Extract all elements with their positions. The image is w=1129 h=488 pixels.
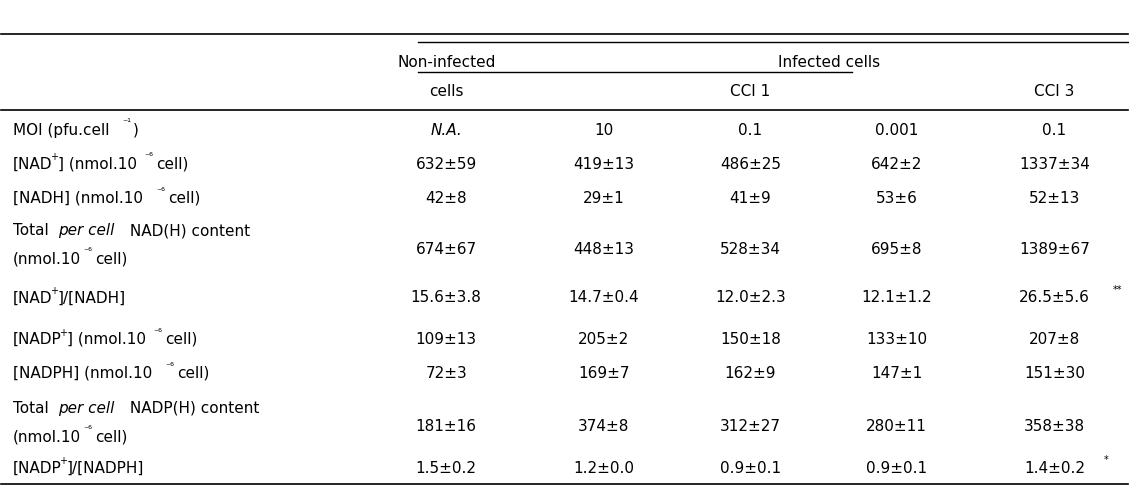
Text: +: + <box>50 285 58 296</box>
Text: ⁻⁶: ⁻⁶ <box>157 186 166 196</box>
Text: 0.9±0.1: 0.9±0.1 <box>720 460 781 475</box>
Text: 0.001: 0.001 <box>875 122 918 138</box>
Text: *: * <box>1104 454 1109 465</box>
Text: [NADPH] (nmol.10: [NADPH] (nmol.10 <box>12 365 152 380</box>
Text: 42±8: 42±8 <box>426 190 467 205</box>
Text: 10: 10 <box>594 122 613 138</box>
Text: 632±59: 632±59 <box>415 157 476 171</box>
Text: 486±25: 486±25 <box>720 157 781 171</box>
Text: 280±11: 280±11 <box>866 419 927 433</box>
Text: N.A.: N.A. <box>430 122 462 138</box>
Text: ]/[NADH]: ]/[NADH] <box>58 290 125 305</box>
Text: MOI (pfu.cell: MOI (pfu.cell <box>12 122 110 138</box>
Text: (nmol.10: (nmol.10 <box>12 428 81 443</box>
Text: 1.4±0.2: 1.4±0.2 <box>1024 460 1085 475</box>
Text: 41±9: 41±9 <box>729 190 771 205</box>
Text: cell): cell) <box>168 190 201 205</box>
Text: +: + <box>50 152 58 162</box>
Text: 26.5±5.6: 26.5±5.6 <box>1019 290 1089 305</box>
Text: Total: Total <box>12 223 53 238</box>
Text: 109±13: 109±13 <box>415 331 476 346</box>
Text: cell): cell) <box>177 365 210 380</box>
Text: ⁻⁶: ⁻⁶ <box>84 424 93 434</box>
Text: ⁻⁶: ⁻⁶ <box>84 247 93 257</box>
Text: 12.0±2.3: 12.0±2.3 <box>715 290 786 305</box>
Text: 181±16: 181±16 <box>415 419 476 433</box>
Text: 205±2: 205±2 <box>578 331 630 346</box>
Text: per cell: per cell <box>58 400 114 415</box>
Text: [NADH] (nmol.10: [NADH] (nmol.10 <box>12 190 142 205</box>
Text: 147±1: 147±1 <box>872 365 922 380</box>
Text: (nmol.10: (nmol.10 <box>12 251 81 266</box>
Text: cell): cell) <box>165 331 198 346</box>
Text: cell): cell) <box>95 428 128 443</box>
Text: ⁻¹: ⁻¹ <box>122 118 131 128</box>
Text: 14.7±0.4: 14.7±0.4 <box>569 290 639 305</box>
Text: 695±8: 695±8 <box>870 242 922 256</box>
Text: **: ** <box>1113 285 1122 295</box>
Text: 528±34: 528±34 <box>720 242 781 256</box>
Text: ]/[NADPH]: ]/[NADPH] <box>67 460 145 475</box>
Text: [NAD: [NAD <box>12 290 52 305</box>
Text: 1.2±0.0: 1.2±0.0 <box>574 460 634 475</box>
Text: 169±7: 169±7 <box>578 365 630 380</box>
Text: ] (nmol.10: ] (nmol.10 <box>58 157 137 171</box>
Text: NAD(H) content: NAD(H) content <box>125 223 251 238</box>
Text: 1337±34: 1337±34 <box>1019 157 1089 171</box>
Text: 133±10: 133±10 <box>866 331 927 346</box>
Text: NADP(H) content: NADP(H) content <box>125 400 260 415</box>
Text: 642±2: 642±2 <box>872 157 922 171</box>
Text: 312±27: 312±27 <box>720 419 781 433</box>
Text: 15.6±3.8: 15.6±3.8 <box>411 290 482 305</box>
Text: 419±13: 419±13 <box>574 157 634 171</box>
Text: 29±1: 29±1 <box>583 190 624 205</box>
Text: per cell: per cell <box>58 223 114 238</box>
Text: 358±38: 358±38 <box>1024 419 1085 433</box>
Text: 0.1: 0.1 <box>738 122 762 138</box>
Text: 162±9: 162±9 <box>725 365 776 380</box>
Text: 1.5±0.2: 1.5±0.2 <box>415 460 476 475</box>
Text: 207±8: 207±8 <box>1029 331 1080 346</box>
Text: ⁻⁶: ⁻⁶ <box>145 152 154 162</box>
Text: 0.1: 0.1 <box>1042 122 1067 138</box>
Text: [NADP: [NADP <box>12 331 61 346</box>
Text: +: + <box>59 455 67 466</box>
Text: 151±30: 151±30 <box>1024 365 1085 380</box>
Text: [NADP: [NADP <box>12 460 61 475</box>
Text: 674±67: 674±67 <box>415 242 476 256</box>
Text: 0.9±0.1: 0.9±0.1 <box>866 460 927 475</box>
Text: 448±13: 448±13 <box>574 242 634 256</box>
Text: ): ) <box>133 122 139 138</box>
Text: +: + <box>59 327 67 337</box>
Text: 52±13: 52±13 <box>1029 190 1080 205</box>
Text: 150±18: 150±18 <box>720 331 781 346</box>
Text: 1389±67: 1389±67 <box>1019 242 1089 256</box>
Text: CCI 3: CCI 3 <box>1034 83 1075 99</box>
Text: 72±3: 72±3 <box>426 365 467 380</box>
Text: [NAD: [NAD <box>12 157 52 171</box>
Text: ] (nmol.10: ] (nmol.10 <box>67 331 146 346</box>
Text: 53±6: 53±6 <box>876 190 918 205</box>
Text: cell): cell) <box>95 251 128 266</box>
Text: ⁻⁶: ⁻⁶ <box>166 361 175 371</box>
Text: cell): cell) <box>156 157 189 171</box>
Text: ⁻⁶: ⁻⁶ <box>154 327 163 337</box>
Text: 12.1±1.2: 12.1±1.2 <box>861 290 933 305</box>
Text: CCI 1: CCI 1 <box>730 83 770 99</box>
Text: Total: Total <box>12 400 53 415</box>
Text: 374±8: 374±8 <box>578 419 630 433</box>
Text: Infected cells: Infected cells <box>778 55 881 69</box>
Text: cells: cells <box>429 83 464 99</box>
Text: Non-infected: Non-infected <box>397 55 496 69</box>
